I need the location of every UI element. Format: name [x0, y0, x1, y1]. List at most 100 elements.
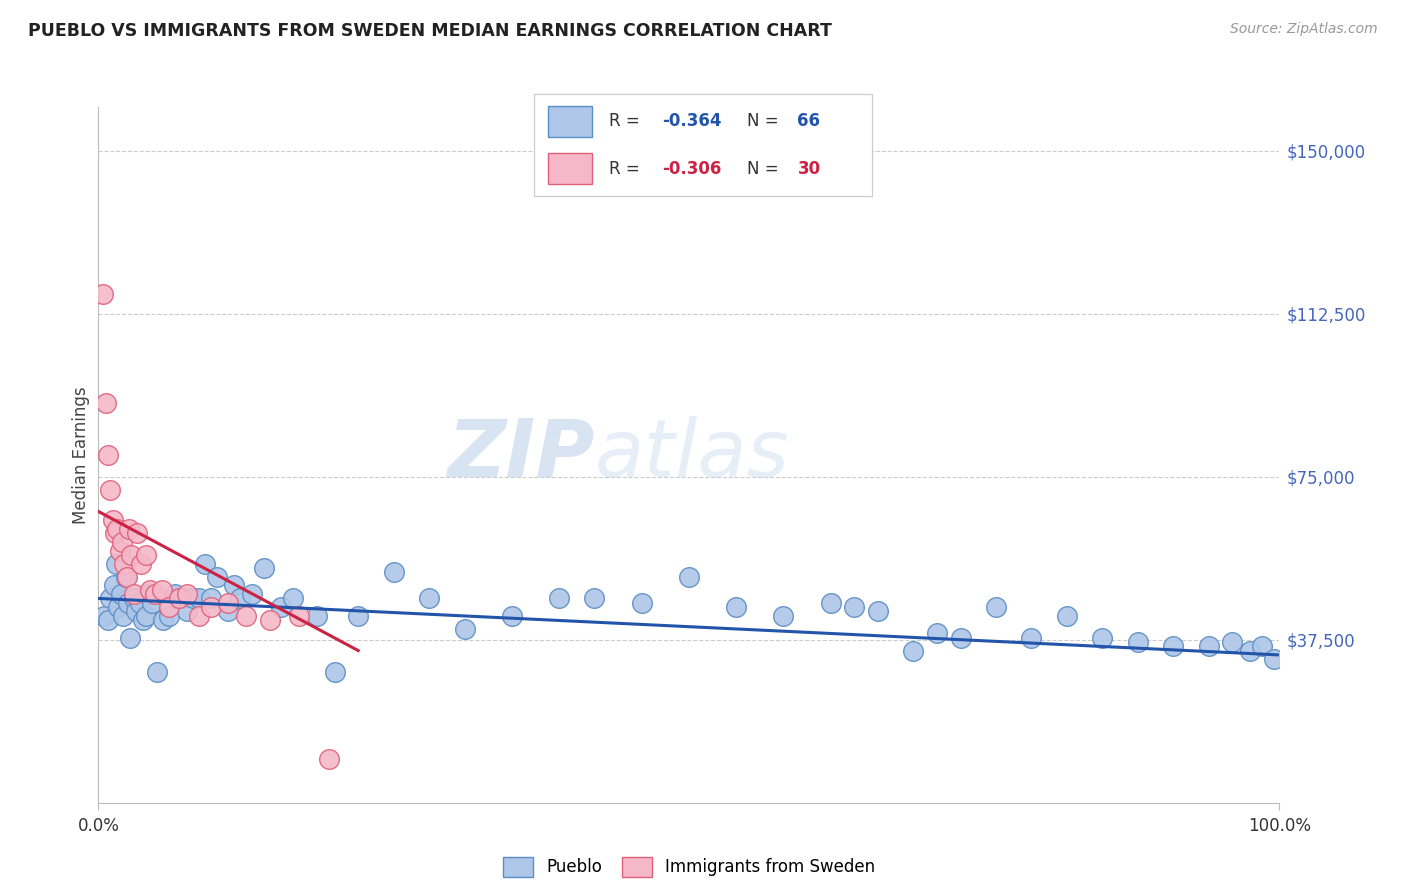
Point — [110, 587, 132, 601]
Point — [97, 448, 120, 462]
Point — [122, 587, 145, 601]
Point — [146, 665, 169, 680]
Point — [235, 608, 257, 623]
Point — [318, 752, 340, 766]
Point — [323, 665, 346, 680]
Point — [200, 600, 222, 615]
Point — [583, 591, 606, 606]
Point — [97, 613, 120, 627]
Point — [1161, 639, 1184, 653]
Point — [217, 596, 239, 610]
Point — [229, 591, 252, 606]
Point — [217, 605, 239, 619]
Point — [1239, 643, 1261, 657]
Text: PUEBLO VS IMMIGRANTS FROM SWEDEN MEDIAN EARNINGS CORRELATION CHART: PUEBLO VS IMMIGRANTS FROM SWEDEN MEDIAN … — [28, 22, 832, 40]
Y-axis label: Median Earnings: Median Earnings — [72, 386, 90, 524]
Point — [98, 591, 121, 606]
Point — [205, 570, 228, 584]
Point — [91, 287, 114, 301]
Point — [200, 591, 222, 606]
Text: 66: 66 — [797, 112, 821, 130]
Point — [240, 587, 263, 601]
Point — [121, 548, 143, 562]
Point — [501, 608, 523, 623]
Point — [630, 596, 652, 610]
Point — [122, 591, 145, 606]
FancyBboxPatch shape — [548, 153, 592, 184]
Point — [108, 543, 131, 558]
Point — [136, 587, 159, 601]
Text: -0.364: -0.364 — [662, 112, 723, 130]
Point — [135, 548, 157, 562]
Point — [165, 587, 187, 601]
Point — [98, 483, 121, 497]
Point — [844, 600, 866, 615]
Point — [157, 608, 180, 623]
Point — [382, 566, 405, 580]
Point — [115, 570, 138, 584]
Text: Source: ZipAtlas.com: Source: ZipAtlas.com — [1230, 22, 1378, 37]
Text: -0.306: -0.306 — [662, 160, 721, 178]
Point — [1021, 631, 1043, 645]
Point — [253, 561, 276, 575]
Point — [305, 608, 328, 623]
Point — [194, 557, 217, 571]
Point — [820, 596, 842, 610]
Point — [1263, 652, 1285, 666]
Point — [114, 570, 136, 584]
Point — [104, 526, 127, 541]
Point — [1126, 635, 1149, 649]
Point — [111, 535, 134, 549]
Point — [1198, 639, 1220, 653]
Point — [117, 596, 139, 610]
Point — [94, 396, 117, 410]
Point — [270, 600, 292, 615]
Point — [224, 578, 246, 592]
Legend: Pueblo, Immigrants from Sweden: Pueblo, Immigrants from Sweden — [495, 849, 883, 885]
Point — [105, 557, 128, 571]
Point — [176, 605, 198, 619]
Point — [132, 613, 155, 627]
Point — [283, 591, 305, 606]
Text: 30: 30 — [797, 160, 821, 178]
Point — [129, 557, 152, 571]
Point — [418, 591, 440, 606]
Point — [157, 600, 180, 615]
Point — [187, 591, 209, 606]
Point — [120, 631, 142, 645]
Point — [128, 596, 150, 610]
Point — [101, 513, 124, 527]
Point — [678, 570, 700, 584]
Point — [866, 605, 889, 619]
Point — [141, 596, 163, 610]
Point — [949, 631, 972, 645]
Point — [772, 608, 794, 623]
Text: ZIP: ZIP — [447, 416, 595, 494]
Point — [135, 608, 157, 623]
Point — [1250, 639, 1272, 653]
Point — [1056, 608, 1078, 623]
Point — [143, 587, 166, 601]
Point — [347, 608, 370, 623]
Point — [112, 557, 135, 571]
Point — [152, 613, 174, 627]
FancyBboxPatch shape — [548, 106, 592, 136]
Point — [167, 591, 190, 606]
Point — [925, 626, 948, 640]
Point — [181, 591, 204, 606]
Point — [112, 608, 135, 623]
Text: R =: R = — [609, 112, 644, 130]
Point — [127, 526, 149, 541]
Text: R =: R = — [609, 160, 644, 178]
Point — [1220, 635, 1243, 649]
Point — [118, 522, 141, 536]
Text: N =: N = — [747, 160, 783, 178]
Point — [139, 582, 162, 597]
Point — [150, 582, 173, 597]
Point — [187, 608, 209, 623]
Text: atlas: atlas — [595, 416, 789, 494]
Point — [1091, 631, 1114, 645]
Point — [105, 522, 128, 536]
Point — [548, 591, 571, 606]
Point — [107, 600, 129, 615]
